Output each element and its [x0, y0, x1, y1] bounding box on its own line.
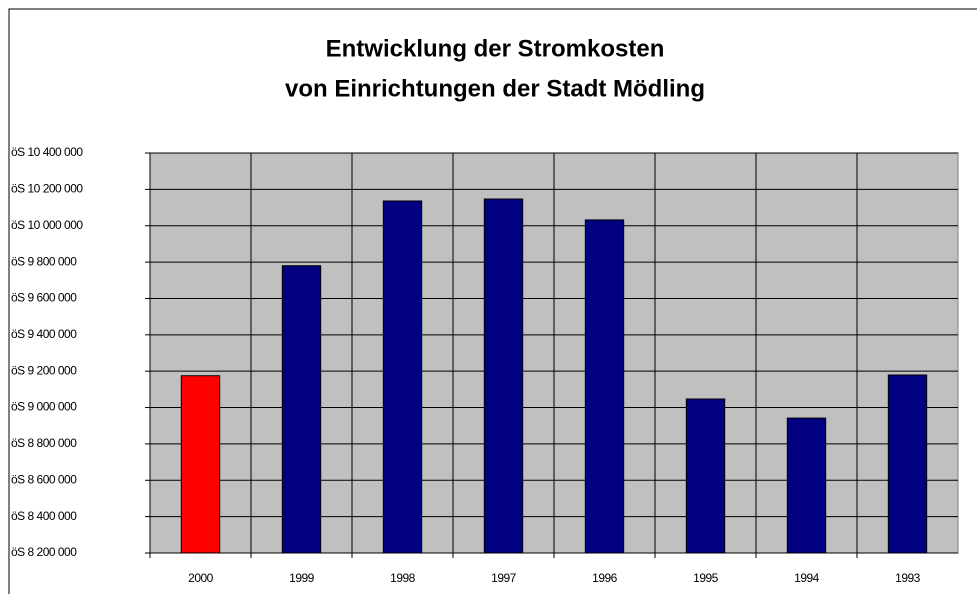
y-tick-label: öS 9 800 000 [11, 254, 77, 268]
x-tick-label: 1993 [895, 571, 921, 585]
y-tick-label: öS 8 400 000 [11, 509, 77, 523]
x-tick-label: 1996 [592, 571, 618, 585]
y-tick-label: öS 10 400 000 [11, 145, 83, 159]
bar [685, 398, 726, 554]
y-tick-label: öS 10 200 000 [11, 182, 83, 196]
chart-title: Entwicklung der Stromkosten [326, 35, 665, 62]
y-tick-label: öS 8 600 000 [11, 472, 77, 486]
y-tick-label: öS 9 000 000 [11, 400, 77, 414]
x-tick-label: 1999 [289, 571, 315, 585]
x-tick-label: 1998 [390, 571, 416, 585]
y-tick-label: öS 9 600 000 [11, 291, 77, 305]
bar [180, 375, 221, 554]
frame [8, 8, 977, 594]
x-tick-label: 2000 [188, 571, 214, 585]
bar [887, 374, 928, 554]
x-tick-label: 1994 [794, 571, 820, 585]
y-tick-label: öS 8 800 000 [11, 436, 77, 450]
bar [483, 198, 524, 554]
y-tick-label: öS 8 200 000 [11, 545, 77, 559]
bar [382, 200, 423, 554]
y-tick-label: öS 9 200 000 [11, 363, 77, 377]
bar [281, 265, 322, 554]
y-tick-label: öS 10 000 000 [11, 218, 83, 232]
y-tick-label: öS 9 400 000 [11, 327, 77, 341]
bar [786, 417, 827, 554]
x-tick-label: 1995 [693, 571, 719, 585]
x-tick-label: 1997 [491, 571, 517, 585]
chart-title: von Einrichtungen der Stadt Mödling [285, 75, 705, 102]
bar [584, 219, 625, 554]
